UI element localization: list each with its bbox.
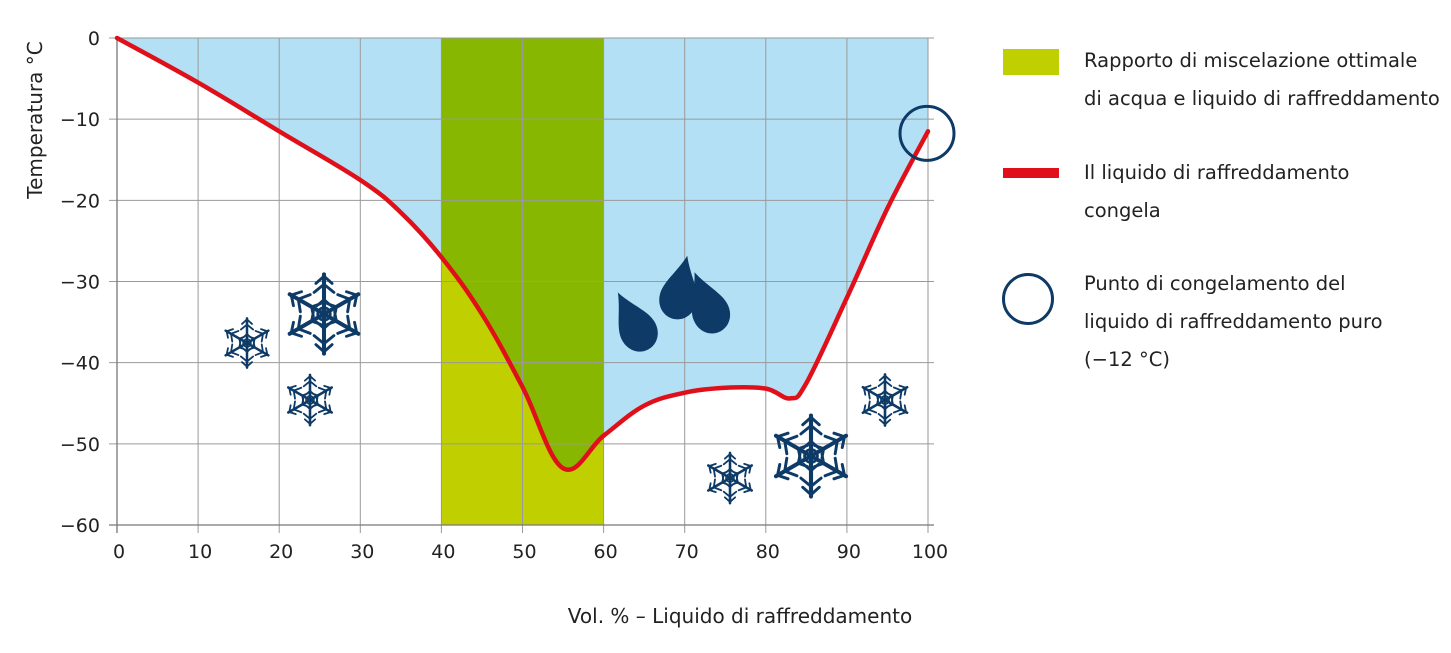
legend-label-line: (−12 °C) (1084, 348, 1170, 371)
x-tick-label: 20 (269, 541, 293, 563)
y-axis-ticks: 0 −10 −20 −30 −40 −50 −60 (60, 28, 100, 537)
x-tick-label: 100 (912, 541, 948, 563)
y-tick-label: 0 (88, 28, 100, 50)
legend-label-line: Punto di congelamento del (1084, 272, 1346, 295)
snowflake-icon (285, 274, 363, 353)
y-tick-label: −20 (60, 190, 100, 212)
legend-label-line: congela (1084, 199, 1161, 222)
x-tick-label: 30 (350, 541, 374, 563)
x-tick-label: 0 (113, 541, 125, 563)
snowflake-icon (771, 416, 851, 497)
x-tick-label: 50 (512, 541, 536, 563)
snowflake-icon (860, 374, 911, 425)
snowflake-icon (705, 453, 755, 503)
y-tick-label: −60 (60, 515, 100, 537)
x-tick-label: 70 (675, 541, 699, 563)
legend-label-line: Rapporto di miscelazione ottimale (1084, 49, 1418, 72)
x-tick-label: 40 (431, 541, 455, 563)
legend-label-pure-freezing-point: Punto di congelamento del liquido di raf… (1084, 265, 1444, 379)
x-tick-label: 10 (188, 541, 212, 563)
legend-swatch-freezing-curve (1003, 168, 1059, 178)
snowflake-icon (285, 375, 335, 425)
snowflake-icon (223, 318, 272, 367)
y-tick-label: −30 (60, 272, 100, 294)
freezing-curve-line (114, 35, 931, 472)
y-axis-title: Temperatura °C (23, 41, 47, 199)
legend-swatch-optimal-mix (1003, 49, 1059, 75)
x-axis-title: Vol. % – Liquido di raffreddamento (568, 604, 912, 628)
x-axis-ticks: 0 10 20 30 40 50 60 70 80 90 100 (113, 541, 948, 563)
legend-label-line: di acqua e liquido di raffreddamento (1084, 87, 1440, 110)
pure-coolant-freezing-point-marker (898, 104, 956, 162)
x-tick-label: 90 (837, 541, 861, 563)
legend-label-line: liquido di raffreddamento puro (1084, 310, 1383, 333)
axes (109, 38, 934, 533)
y-tick-label: −10 (60, 109, 100, 131)
legend-label-optimal-mix: Rapporto di miscelazione ottimale di acq… (1084, 42, 1444, 118)
y-tick-label: −50 (60, 434, 100, 456)
legend-label-freezes: Il liquido di raffreddamento congela (1084, 154, 1444, 230)
legend-swatch-circle (1002, 273, 1054, 325)
x-tick-label: 60 (594, 541, 618, 563)
legend-label-line: Il liquido di raffreddamento (1084, 161, 1350, 184)
y-tick-label: −40 (60, 353, 100, 375)
x-tick-label: 80 (756, 541, 780, 563)
